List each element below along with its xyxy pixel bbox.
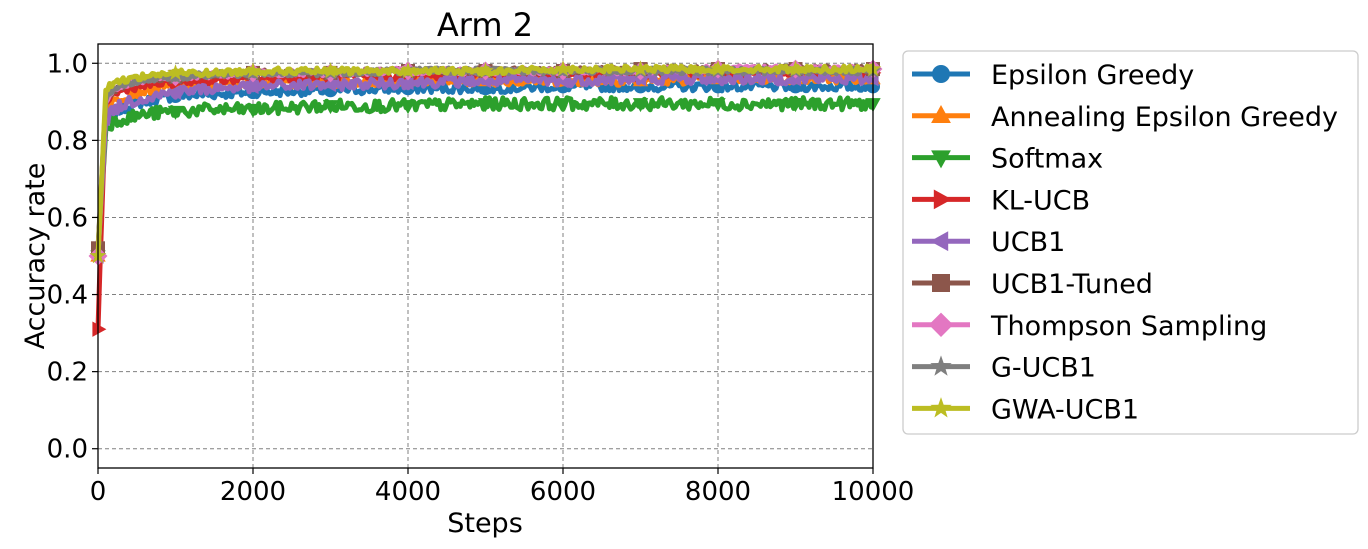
legend-label: Softmax (991, 144, 1103, 175)
legend-entry: GWA-UCB1 (912, 394, 1139, 425)
legend-label: UCB1-Tuned (991, 269, 1153, 300)
data-point (244, 78, 259, 95)
x-tick-label: 0 (90, 477, 107, 507)
legend-entry: Epsilon Greedy (912, 60, 1194, 91)
y-axis-label: Accuracy rate (20, 163, 51, 350)
legend-marker (931, 105, 951, 123)
y-tick-label: 0.4 (47, 281, 88, 311)
data-point (322, 76, 337, 93)
legend-marker (932, 65, 950, 83)
legend-label: KL-UCB (991, 185, 1090, 216)
data-point (92, 321, 107, 337)
legend-label: UCB1 (991, 227, 1065, 258)
y-tick-label: 0.8 (47, 126, 88, 156)
legend-label: Thompson Sampling (990, 311, 1267, 342)
data-point (167, 84, 182, 100)
data-point (787, 98, 804, 113)
legend-marker (930, 355, 952, 376)
y-tick-label: 0.0 (47, 435, 88, 465)
legend-label: G-UCB1 (991, 353, 1096, 384)
legend-label: Epsilon Greedy (991, 60, 1194, 91)
legend-marker (931, 150, 951, 169)
x-tick-label: 10000 (832, 477, 915, 507)
data-point (710, 98, 726, 113)
y-tick-label: 1.0 (47, 49, 88, 79)
x-tick-label: 8000 (685, 477, 751, 507)
data-point (554, 60, 572, 77)
x-tick-label: 6000 (530, 477, 596, 507)
chart-title: Arm 2 (437, 6, 533, 44)
data-point (477, 98, 494, 113)
legend-entry: KL-UCB (912, 185, 1090, 216)
series-lines (88, 59, 883, 337)
data-point (322, 100, 339, 115)
legend-marker (930, 397, 952, 418)
legend-entry: Softmax (912, 144, 1103, 175)
legend-marker (932, 274, 950, 292)
legend-entry: G-UCB1 (912, 353, 1096, 384)
data-point (632, 98, 649, 113)
data-point (245, 103, 261, 118)
legend-marker (933, 189, 952, 210)
series-line (95, 95, 876, 257)
legend: Epsilon Greedy Annealing Epsilon Greedy So… (902, 50, 1359, 435)
data-point (399, 74, 414, 91)
legend-box (902, 50, 1359, 435)
legend-entry: UCB1-Tuned (912, 269, 1153, 300)
data-point (709, 60, 727, 77)
series-softmax (90, 95, 881, 265)
y-tick-label: 0.2 (47, 358, 88, 388)
y-tick-label: 0.6 (47, 203, 88, 233)
x-tick-label: 4000 (375, 477, 441, 507)
plot-frame (97, 43, 874, 469)
legend-marker (928, 312, 954, 337)
data-point (167, 105, 184, 120)
data-point (244, 62, 262, 79)
data-point (167, 64, 184, 80)
legend-entry: Annealing Epsilon Greedy (912, 102, 1338, 133)
data-point (399, 62, 417, 79)
data-point (632, 60, 649, 77)
legend-entry: Thompson Sampling (912, 311, 1267, 342)
x-tick-label: 2000 (220, 477, 286, 507)
data-point (322, 62, 339, 79)
legend-marker (930, 231, 949, 252)
data-point (477, 62, 494, 79)
legend-entry: UCB1 (912, 227, 1065, 258)
data-point (555, 98, 571, 113)
axis-ticks: 0 2000 4000 6000 8000 10000 0.0 0.2 0.4 0.6 0.8 1.0 (47, 49, 915, 507)
data-point (400, 100, 416, 115)
legend-label: Annealing Epsilon Greedy (991, 102, 1338, 133)
data-point (787, 60, 804, 77)
legend-label: GWA-UCB1 (991, 394, 1139, 425)
x-axis-label: Steps (447, 508, 523, 539)
